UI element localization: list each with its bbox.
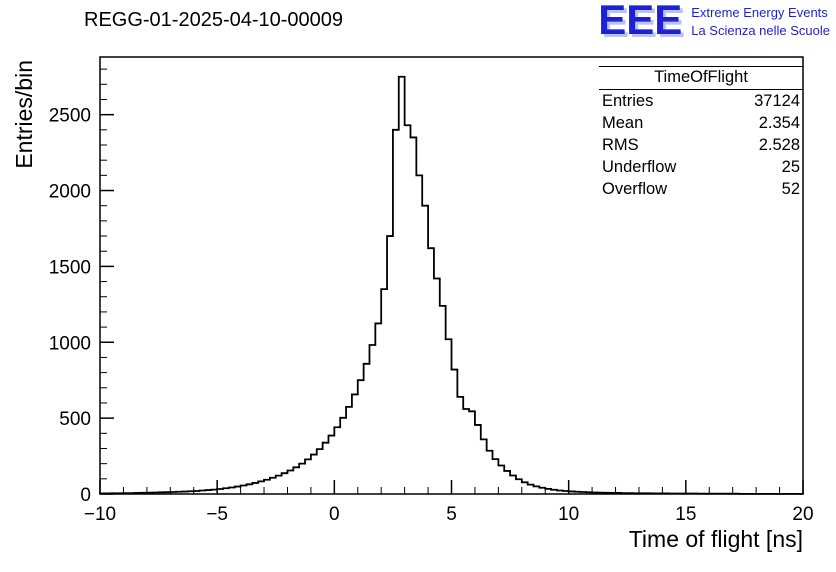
plot-title: REGG-01-2025-04-10-00009	[84, 9, 344, 31]
y-tick-label: 0	[80, 485, 91, 506]
stats-value: 52	[781, 180, 800, 198]
eee-logo-subtitle-line2: La Scienza nelle Scuole	[691, 22, 830, 38]
stats-label: Mean	[602, 114, 644, 132]
x-tick-label: 0	[329, 504, 340, 525]
eee-logo-subtitle: Extreme Energy Events La Scienza nelle S…	[691, 4, 830, 39]
x-tick-label: −5	[206, 504, 228, 525]
stats-value: 37124	[754, 92, 800, 110]
x-tick-label: 10	[558, 504, 579, 525]
stats-label: Overflow	[602, 180, 668, 198]
stats-row: Underflow 25	[599, 156, 803, 178]
stats-value: 2.528	[758, 136, 800, 154]
stats-row: RMS 2.528	[599, 134, 803, 156]
y-tick-label: 1000	[49, 333, 91, 354]
stats-value: 2.354	[758, 114, 800, 132]
stats-row: Entries 37124	[599, 90, 803, 112]
x-tick-label: −10	[84, 504, 116, 525]
x-tick-label: 5	[446, 504, 457, 525]
x-axis-title: Time of flight [ns]	[629, 526, 803, 552]
eee-logo-text: EEE	[598, 0, 683, 43]
x-tick-label: 20	[792, 504, 813, 525]
stats-value: 25	[781, 158, 800, 176]
y-axis-title: Entries/bin	[11, 60, 37, 169]
x-tick-label: 15	[675, 504, 696, 525]
stats-label: Entries	[602, 92, 654, 110]
y-tick-label: 2000	[49, 182, 91, 203]
histogram-line	[99, 75, 804, 495]
stats-title: TimeOfFlight	[599, 66, 803, 90]
stats-row: Mean 2.354	[599, 112, 803, 134]
stats-label: RMS	[602, 136, 639, 154]
eee-logo-subtitle-line1: Extreme Energy Events	[691, 5, 828, 20]
eee-logo: EEE Extreme Energy Events La Scienza nel…	[598, 0, 830, 43]
y-tick-label: 500	[59, 409, 91, 430]
y-tick-label: 2500	[49, 106, 91, 127]
stats-label: Underflow	[602, 158, 677, 176]
stats-box: TimeOfFlight Entries 37124 Mean 2.354 RM…	[599, 66, 803, 200]
y-tick-label: 1500	[49, 257, 91, 278]
stats-row: Overflow 52	[599, 178, 803, 200]
